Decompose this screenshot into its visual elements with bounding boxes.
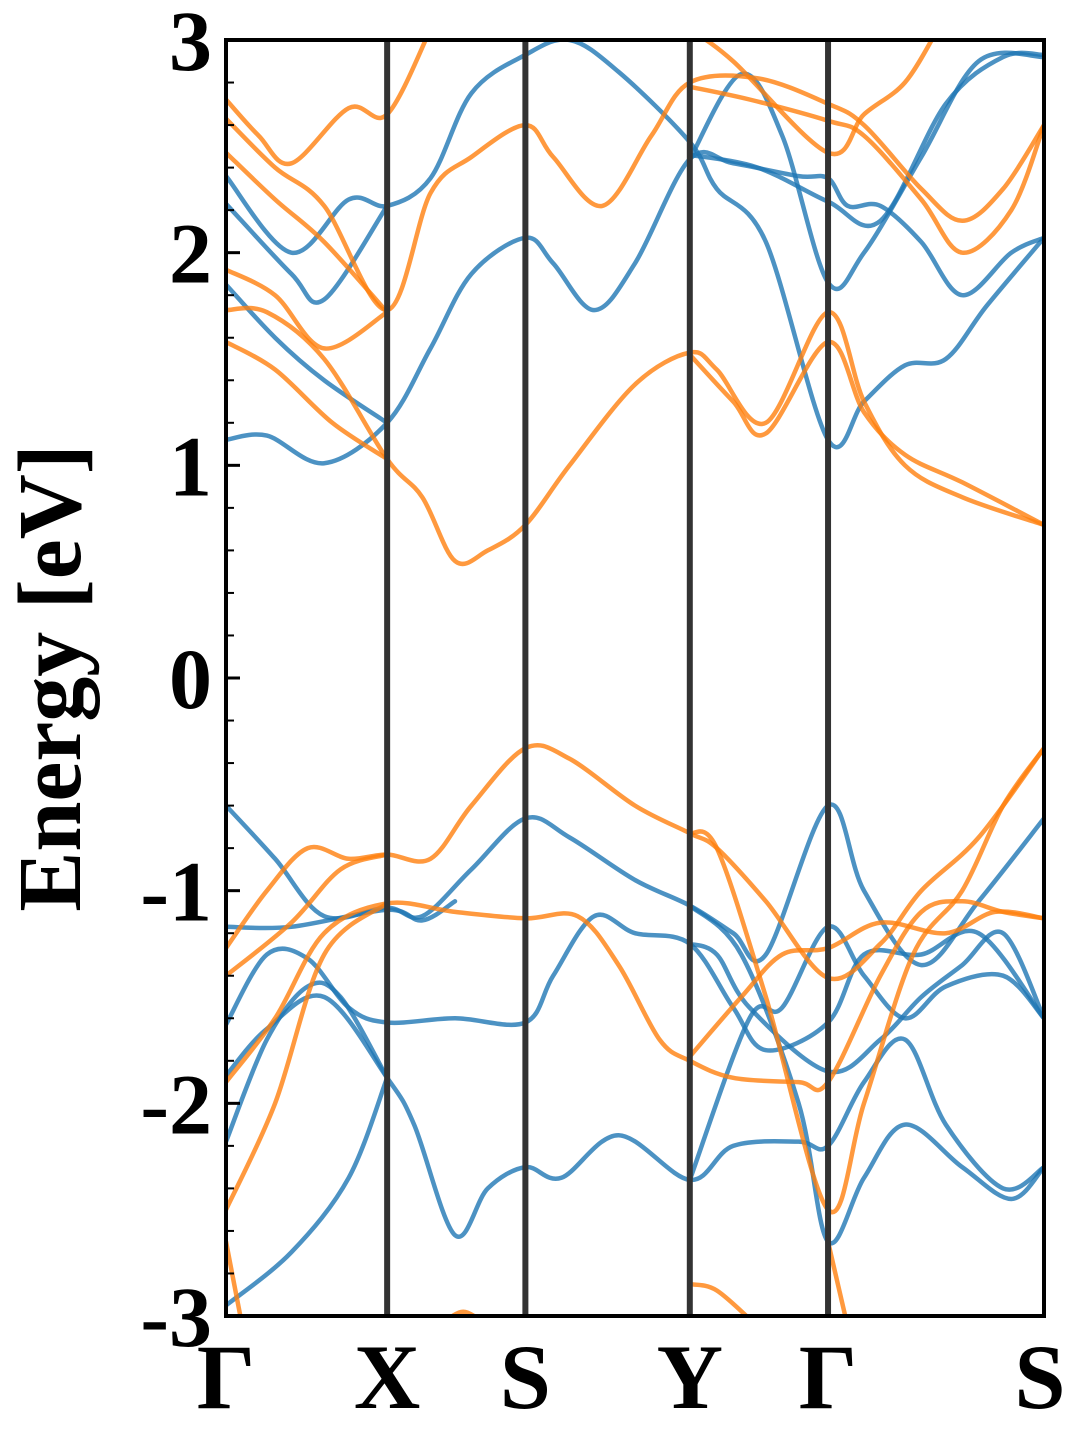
kpoint-dividers — [384, 40, 832, 1316]
band-line-orange-12 — [687, 339, 1044, 528]
band-line-blue-19 — [226, 980, 390, 1144]
band-line-orange-31 — [226, 1239, 243, 1316]
band-line-orange-9 — [226, 267, 390, 351]
band-line-orange-28 — [687, 745, 1044, 1215]
band-line-blue-17 — [226, 912, 1044, 1053]
y-tick-label: 3 — [169, 0, 212, 89]
y-tick-label: 1 — [169, 418, 212, 514]
band-line-blue-4 — [687, 50, 1044, 292]
band-line-blue-5 — [687, 50, 1044, 229]
y-tick-label: -3 — [140, 1269, 212, 1365]
y-ticks: -3 -2 -1 0 1 2 3 — [140, 0, 240, 1365]
y-axis-label: Energy [eV] — [1, 444, 100, 911]
band-line-blue-21 — [687, 929, 1044, 1075]
band-line-orange-33 — [448, 1309, 478, 1316]
x-kpoint-label: S — [1014, 1326, 1065, 1428]
y-tick-label: 2 — [169, 206, 212, 302]
band-line-blue-16 — [226, 899, 458, 931]
x-kpoint-label: S — [500, 1326, 551, 1428]
band-line-orange-10 — [226, 305, 1044, 567]
band-line-blue-1 — [226, 40, 1044, 450]
y-tick-label: -2 — [140, 1056, 212, 1152]
band-line-orange-11 — [226, 339, 390, 462]
band-line-orange-6 — [226, 40, 429, 167]
band-line-blue-22 — [687, 924, 1044, 1183]
band-line-orange-14 — [702, 40, 935, 157]
band-line-orange-8 — [226, 150, 390, 315]
y-tick-label: 0 — [169, 631, 212, 727]
band-line-blue-2 — [226, 201, 390, 305]
band-line-blue-0 — [226, 150, 1044, 466]
x-kpoint-label: Γ — [799, 1326, 858, 1428]
plot-frame — [224, 38, 1046, 1318]
band-lines — [226, 40, 1044, 1316]
band-line-orange-29 — [687, 909, 1044, 1059]
band-line-orange-32 — [687, 1281, 750, 1316]
x-kpoint-label: Γ — [197, 1326, 256, 1428]
band-line-orange-27 — [226, 901, 390, 1212]
y-tick-label: -1 — [140, 844, 212, 940]
band-line-blue-20 — [226, 1075, 390, 1308]
band-line-blue-23 — [687, 903, 1044, 1246]
band-line-orange-25 — [226, 852, 390, 978]
band-line-orange-13 — [687, 84, 1044, 255]
band-line-blue-18 — [226, 993, 1044, 1240]
band-line-orange-26 — [226, 898, 1044, 1093]
x-kpoint-label: Y — [657, 1326, 723, 1428]
band-line-orange-24 — [226, 742, 1044, 982]
x-kpoint-label: X — [354, 1326, 420, 1428]
